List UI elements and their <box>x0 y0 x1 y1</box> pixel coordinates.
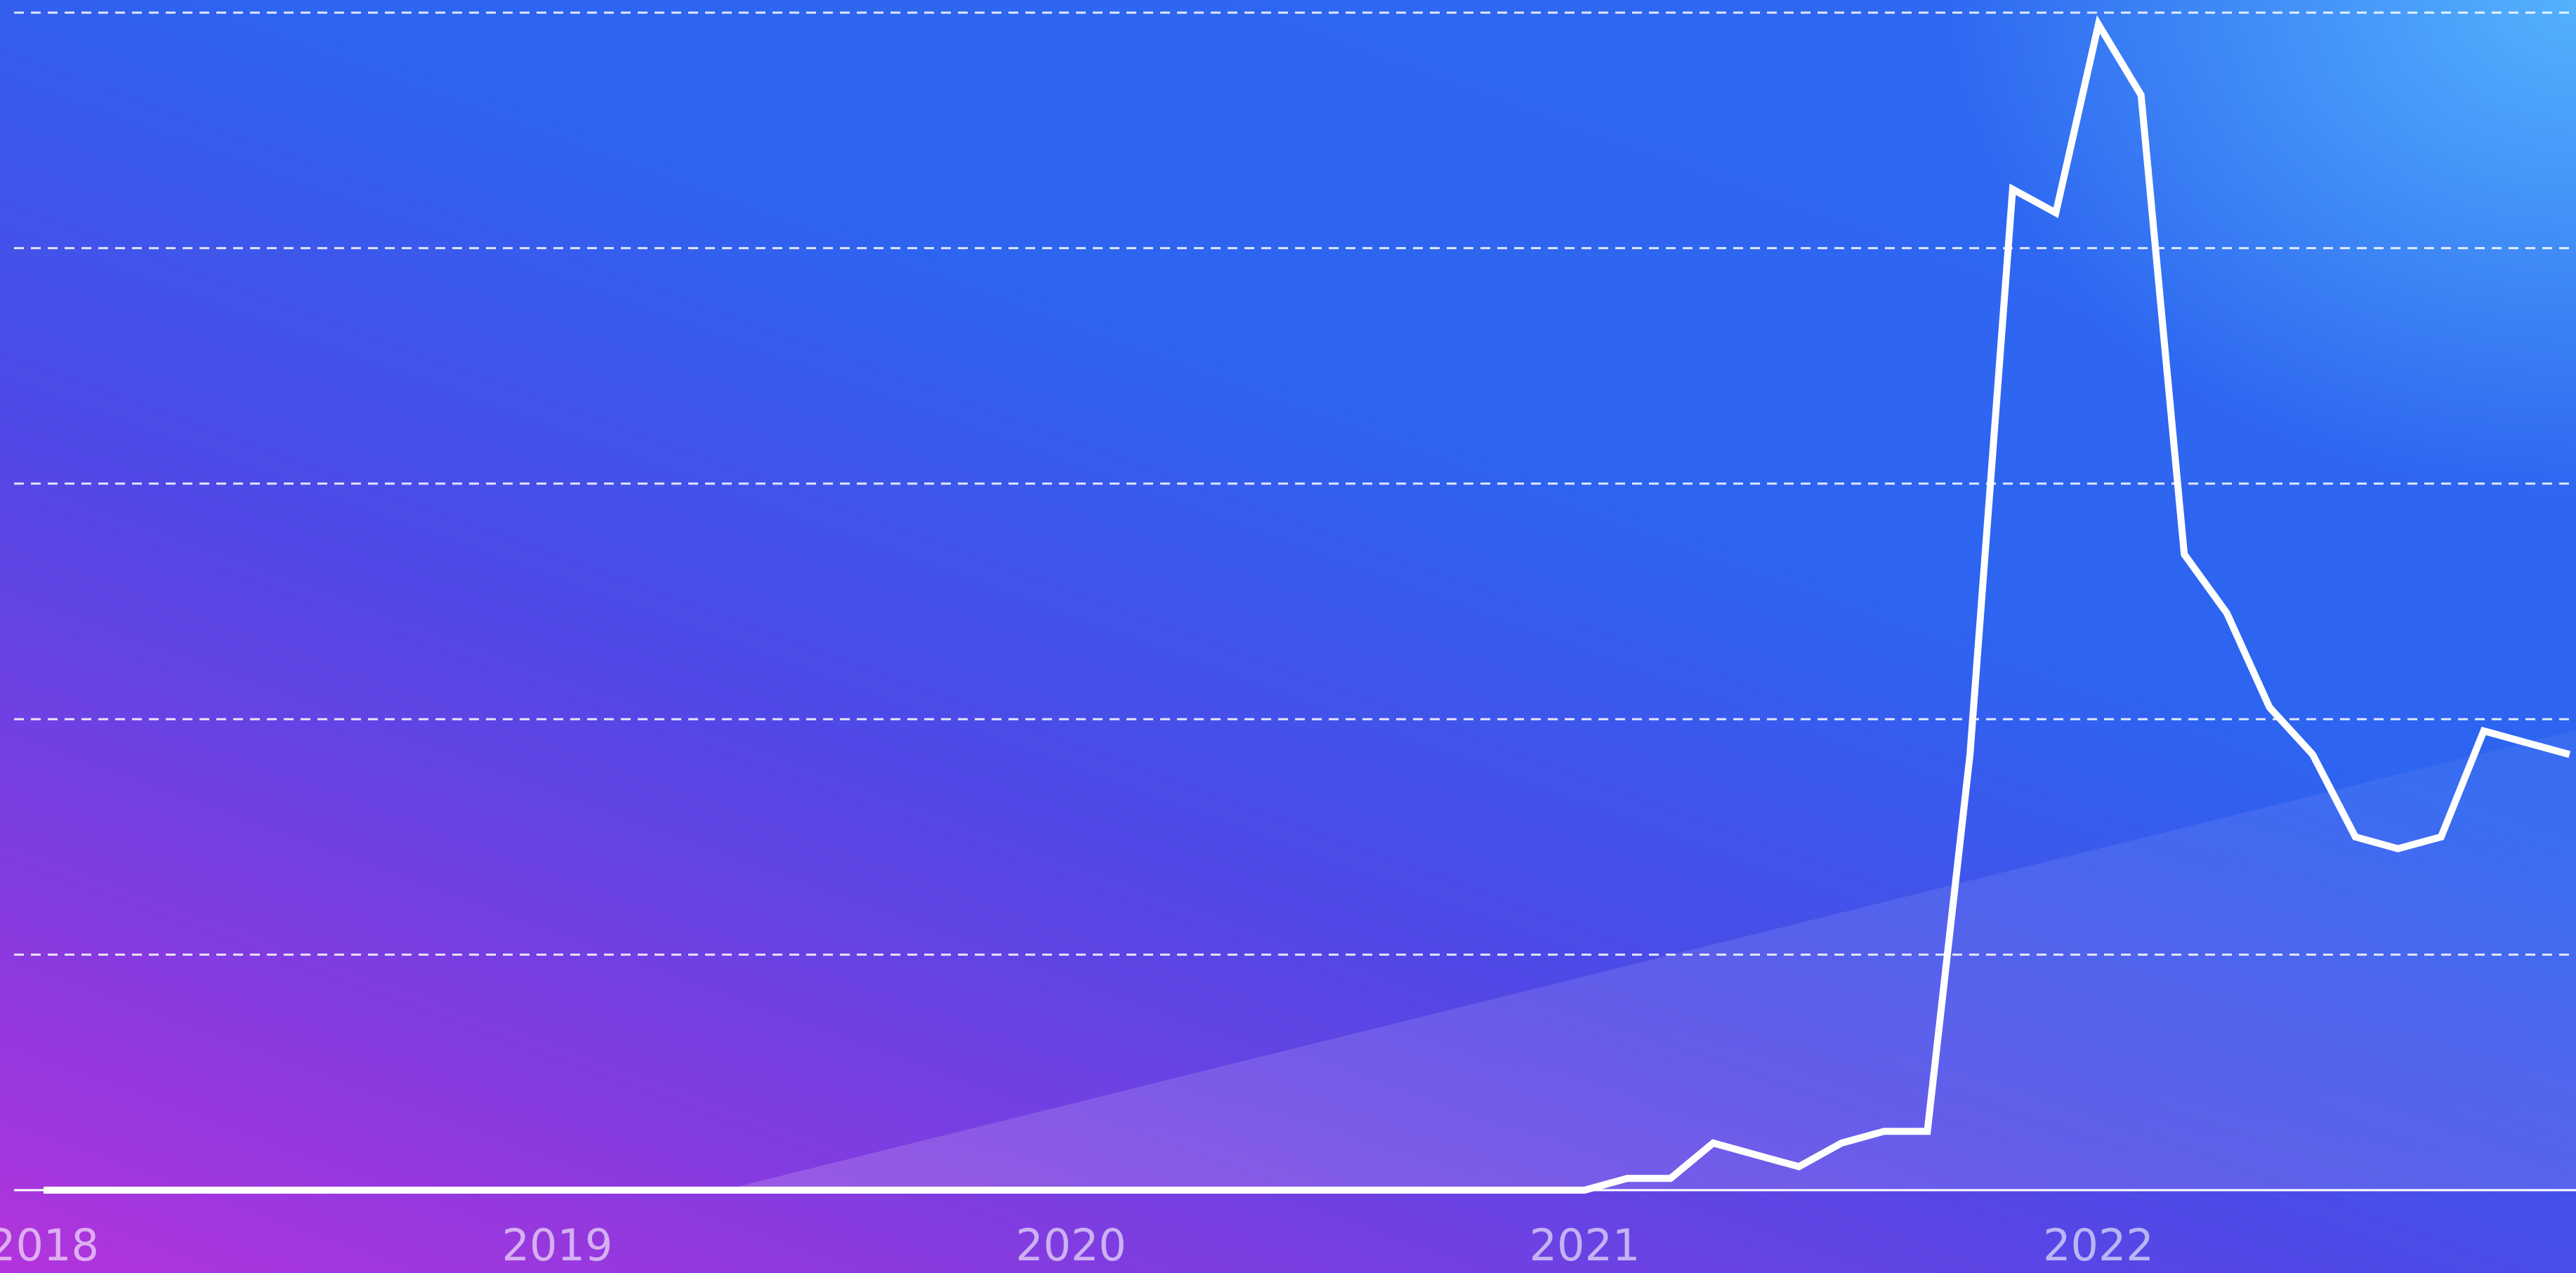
data-point <box>1970 754 1971 755</box>
data-point <box>1584 1190 1585 1191</box>
data-point <box>2269 707 2270 708</box>
series-layer <box>44 15 2571 1194</box>
x-tick-label-2020: 2020 <box>1016 1220 1126 1271</box>
data-point <box>2098 24 2099 25</box>
x-tick-label-2019: 2019 <box>502 1220 613 1271</box>
data-point <box>2012 189 2013 190</box>
x-tick-label-2018: 2018 <box>0 1220 99 1271</box>
data-point <box>2569 754 2570 755</box>
data-point <box>2483 731 2484 732</box>
data-point <box>685 1190 686 1191</box>
plot-area: 2018 2019 2020 2021 2022 <box>0 11 2576 1271</box>
data-point <box>1327 1190 1328 1191</box>
trend-shading <box>723 730 2576 1190</box>
data-point <box>1071 1190 1072 1191</box>
data-point <box>2526 742 2527 743</box>
data-point <box>1884 1131 1885 1132</box>
data-point <box>1670 1178 1671 1179</box>
data-point <box>1713 1142 1714 1143</box>
gridlines <box>14 11 2576 956</box>
data-point <box>2226 613 2227 614</box>
x-axis-ticks: 2018 2019 2020 2021 2022 <box>0 1220 2154 1271</box>
series-line-0 <box>44 15 2571 1194</box>
data-point <box>1927 1131 1928 1132</box>
x-tick-label-2022: 2022 <box>2043 1220 2154 1271</box>
data-point <box>1627 1178 1628 1179</box>
data-point <box>1841 1142 1842 1143</box>
data-point <box>2440 836 2441 837</box>
x-tick-label-2021: 2021 <box>1530 1220 1641 1271</box>
data-point <box>2184 554 2185 555</box>
